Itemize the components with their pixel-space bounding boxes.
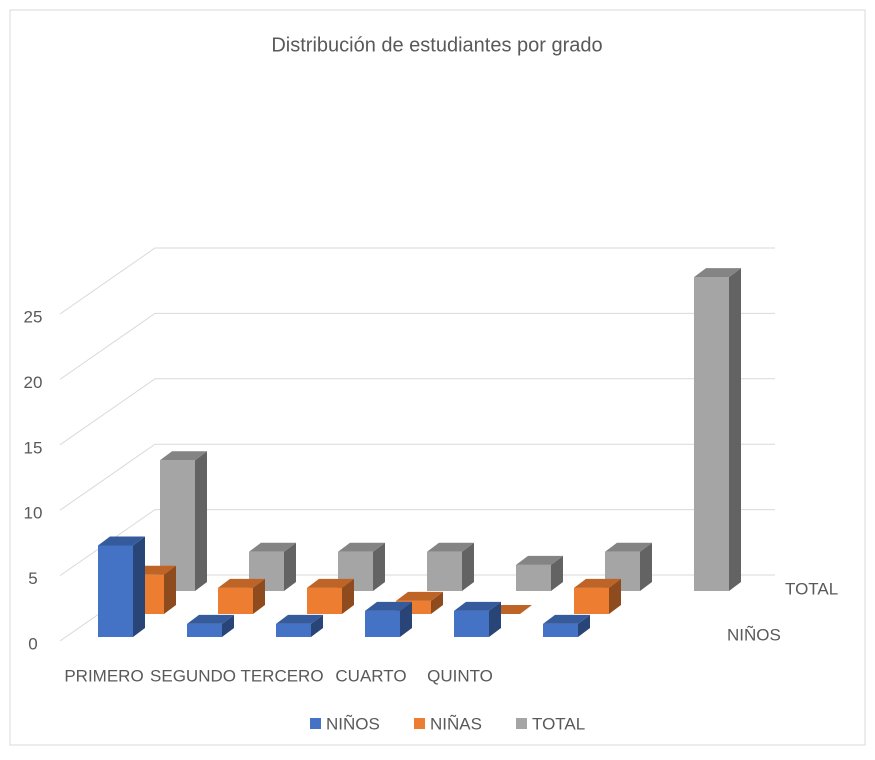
bar-side — [253, 578, 265, 614]
bar — [516, 564, 551, 591]
grid-line — [59, 378, 775, 446]
bar-side — [462, 542, 474, 591]
grid-line — [59, 247, 775, 315]
legend-label: NIÑOS — [326, 714, 380, 733]
bar-top — [160, 451, 207, 461]
bar-top — [694, 268, 741, 278]
y-tick-label: 20 — [24, 373, 43, 392]
bar-top — [187, 614, 234, 624]
grid-line — [59, 443, 775, 511]
x-tick-label: CUARTO — [335, 666, 406, 685]
bar-side — [609, 578, 621, 614]
bar — [98, 545, 133, 637]
legend-label: NIÑAS — [430, 714, 482, 733]
bar-side — [164, 565, 176, 614]
bar-side — [133, 536, 145, 637]
x-tick-label: QUINTO — [427, 666, 493, 685]
bar — [574, 587, 609, 614]
bar-side — [195, 451, 207, 591]
bar-top — [574, 578, 621, 588]
y-tick-label: 0 — [28, 634, 37, 653]
bar-top — [396, 591, 443, 601]
bar-top — [98, 536, 145, 546]
depth-label: TOTAL — [785, 579, 838, 598]
bar — [454, 610, 489, 637]
x-tick-label: SEGUNDO — [150, 666, 236, 685]
x-tick-label: PRIMERO — [64, 666, 143, 685]
bar-top — [516, 555, 563, 565]
bar-side — [342, 578, 354, 614]
bar — [694, 277, 729, 591]
bar — [187, 623, 222, 637]
y-tick-label: 15 — [24, 438, 43, 457]
bar-top — [543, 614, 590, 624]
bar-top — [218, 578, 265, 588]
legend-label: TOTAL — [532, 714, 585, 733]
bar — [276, 623, 311, 637]
x-tick-label: TERCERO — [240, 666, 323, 685]
bar — [365, 610, 400, 637]
bar-side — [400, 601, 412, 637]
grid-line — [59, 312, 775, 380]
bar-side — [578, 614, 590, 637]
bar-side — [284, 542, 296, 591]
bar — [427, 551, 462, 591]
y-tick-label: 25 — [24, 307, 43, 326]
bar-top — [365, 601, 412, 611]
bar-side — [431, 591, 443, 614]
bar — [543, 623, 578, 637]
bar-top — [454, 601, 501, 611]
y-tick-label: 5 — [28, 569, 37, 588]
bar-top — [338, 542, 385, 552]
bar — [218, 587, 253, 614]
depth-label: NIÑOS — [727, 625, 781, 644]
bar-side — [373, 542, 385, 591]
bar-side — [222, 614, 234, 637]
bar-top — [427, 542, 474, 552]
bar — [307, 587, 342, 614]
bar-top — [249, 542, 296, 552]
bar-side — [551, 555, 563, 591]
legend-swatch — [516, 718, 527, 729]
chart-title: Distribución de estudiantes por grado — [271, 34, 602, 56]
bar-top — [307, 578, 354, 588]
legend-swatch — [414, 718, 425, 729]
bar-side — [489, 601, 501, 637]
bar-top — [276, 614, 323, 624]
y-tick-label: 10 — [24, 504, 43, 523]
bar-side — [729, 268, 741, 591]
bar-top — [605, 542, 652, 552]
bar-side — [311, 614, 323, 637]
bar-side — [640, 542, 652, 591]
legend-swatch — [310, 718, 321, 729]
grid-line — [59, 509, 775, 577]
